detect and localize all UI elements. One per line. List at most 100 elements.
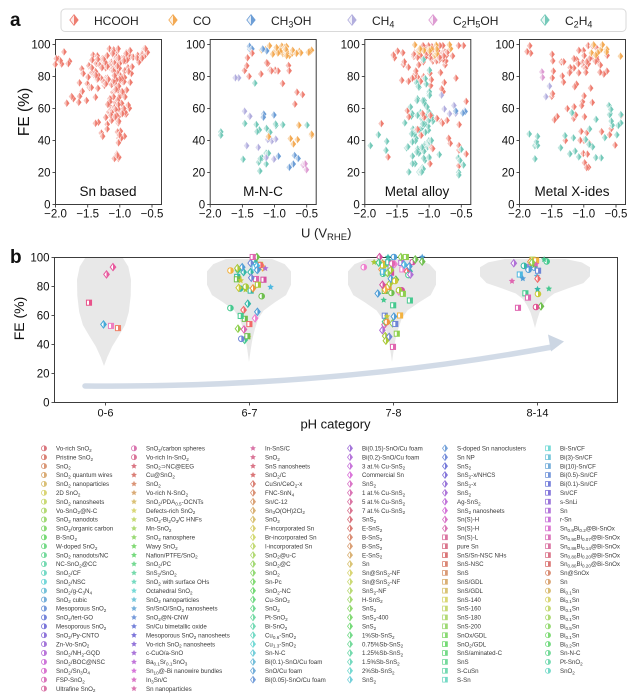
svg-text:60: 60: [192, 104, 205, 116]
svg-text:SnS-200: SnS-200: [457, 624, 481, 631]
svg-text:SnO2​/PC: SnO2​/PC: [146, 561, 172, 568]
svg-text:100: 100: [186, 40, 205, 52]
svg-text:Zn-Vo-SnO2​: Zn-Vo-SnO2​: [56, 641, 90, 648]
svg-text:s-SnLi: s-SnLi: [560, 499, 577, 506]
svg-text:80: 80: [192, 72, 205, 84]
svg-text:Vo-SnO2​@N-C: Vo-SnO2​@N-C: [56, 508, 98, 515]
svg-text:0: 0: [353, 200, 359, 212]
svg-text:−1.0: −1.0: [572, 209, 595, 221]
svg-text:2%Sb-SnS2​: 2%Sb-SnS2​: [362, 668, 395, 675]
svg-text:5 at.% Cu-SnS2​: 5 at.% Cu-SnS2​: [362, 499, 406, 506]
svg-text:0: 0: [43, 398, 49, 410]
svg-text:3 at.% Cu-SnS2​: 3 at.% Cu-SnS2​: [362, 463, 406, 470]
svg-text:100: 100: [495, 40, 514, 52]
svg-text:B-SnS2​: B-SnS2​: [362, 543, 383, 550]
svg-text:Sn-N-C: Sn-N-C: [560, 650, 581, 657]
svg-text:Defects-rich SnO2​: Defects-rich SnO2​: [146, 508, 196, 515]
svg-text:Bi(0.1)-Sn/CF: Bi(0.1)-Sn/CF: [560, 481, 598, 488]
svg-text:80: 80: [502, 72, 515, 84]
svg-text:Sn0.86​Bi0.14​@Bi-SnOx: Sn0.86​Bi0.14​@Bi-SnOx: [560, 543, 620, 550]
svg-text:SnS2​/SnO2​: SnS2​/SnO2​: [146, 570, 177, 577]
svg-text:In-SnS/C: In-SnS/C: [265, 446, 290, 453]
svg-text:1.5%Sb-SnS2​: 1.5%Sb-SnS2​: [362, 659, 400, 666]
svg-text:Sn@SnOx: Sn@SnOx: [560, 570, 589, 577]
svg-text:Sn based: Sn based: [79, 184, 136, 199]
svg-text:60: 60: [37, 311, 50, 323]
svg-text:Br-incorporated Sn: Br-incorporated Sn: [265, 535, 317, 542]
svg-text:SnS2​-x/NHCS: SnS2​-x/NHCS: [457, 472, 495, 479]
svg-text:Sn(S)-H: Sn(S)-H: [457, 526, 479, 533]
svg-text:SnO2​/g-C3​N4​: SnO2​/g-C3​N4​: [56, 588, 92, 595]
svg-text:SnO2​: SnO2​: [265, 454, 280, 461]
svg-text:S-doped Sn nanoclusters: S-doped Sn nanoclusters: [457, 446, 526, 453]
svg-text:Sn10​@-Bi nanowire bundles: Sn10​@-Bi nanowire bundles: [146, 668, 222, 675]
svg-text:CH3​OH: CH3​OH: [271, 14, 311, 30]
svg-text:Sn0.90​Bi0.07​@Bi-SnOx: Sn0.90​Bi0.07​@Bi-SnOx: [560, 535, 620, 542]
svg-text:NC-SnO2​@CC: NC-SnO2​@CC: [56, 561, 97, 568]
svg-text:CO: CO: [193, 14, 211, 28]
svg-text:FSP-SnO2​: FSP-SnO2​: [56, 677, 85, 684]
svg-text:Ag-SnS2​: Ag-SnS2​: [457, 499, 481, 506]
svg-text:S-Sn: S-Sn: [457, 677, 471, 684]
svg-text:60: 60: [38, 104, 51, 116]
svg-text:Nafion/PTFE/SnO2​: Nafion/PTFE/SnO2​: [146, 552, 198, 559]
svg-text:0: 0: [199, 200, 205, 212]
svg-text:Bi0.2​Sn: Bi0.2​Sn: [560, 641, 580, 648]
svg-text:Bi0.1​Sn: Bi0.1​Sn: [560, 615, 580, 622]
svg-text:Bi(0.15)-SnO/Cu foam: Bi(0.15)-SnO/Cu foam: [362, 446, 423, 453]
svg-text:Bi(0.1)-SnO/Cu foam: Bi(0.1)-SnO/Cu foam: [265, 659, 322, 666]
svg-text:SnO2​ nanosphere: SnO2​ nanosphere: [146, 535, 196, 542]
svg-text:Commercial Sn: Commercial Sn: [362, 472, 405, 479]
svg-text:Mesoporous SnO2​: Mesoporous SnO2​: [56, 606, 107, 613]
svg-text:20: 20: [37, 369, 50, 381]
svg-text:SnO2​/GDL: SnO2​/GDL: [457, 641, 487, 648]
svg-text:−0.5: −0.5: [605, 209, 628, 221]
svg-text:SnO2​/organic carbon: SnO2​/organic carbon: [56, 526, 114, 533]
svg-text:Sn0.80​Bi0.20​@Bi-SnOx: Sn0.80​Bi0.20​@Bi-SnOx: [560, 561, 620, 568]
svg-text:SnO2​ nanosheets: SnO2​ nanosheets: [56, 499, 104, 506]
svg-text:SnS/Sn-NSC NHs: SnS/Sn-NSC NHs: [457, 552, 506, 559]
svg-text:SnO2​/carbon spheres: SnO2​/carbon spheres: [146, 446, 205, 453]
svg-text:60: 60: [502, 104, 515, 116]
svg-text:SnS2​: SnS2​: [362, 677, 377, 684]
svg-text:−1.5: −1.5: [540, 209, 563, 221]
svg-text:40: 40: [192, 136, 205, 148]
svg-text:SnO2​⊃NC@EEG: SnO2​⊃NC@EEG: [146, 463, 194, 470]
svg-text:7-8: 7-8: [386, 408, 402, 420]
svg-text:−1.0: −1.0: [418, 209, 441, 221]
svg-text:SnS2​ nanosheets: SnS2​ nanosheets: [457, 508, 505, 515]
svg-text:Sn@SnS2​-NF: Sn@SnS2​-NF: [362, 570, 400, 577]
svg-text:SnS2​: SnS2​: [457, 490, 472, 497]
svg-text:Sn nanoparticles: Sn nanoparticles: [146, 686, 192, 693]
svg-text:Sn(S)-H: Sn(S)-H: [457, 517, 479, 524]
svg-text:SnS/GDL: SnS/GDL: [457, 579, 484, 586]
svg-text:−2.0: −2.0: [44, 209, 67, 221]
svg-text:Sn(S)-L: Sn(S)-L: [457, 535, 479, 542]
svg-text:SnOx/GDL: SnOx/GDL: [457, 632, 487, 639]
svg-text:Ultrafine SnO2​: Ultrafine SnO2​: [56, 686, 96, 693]
svg-text:SnO2​/CF: SnO2​/CF: [56, 570, 81, 577]
svg-text:Mesoporous SnO2​: Mesoporous SnO2​: [56, 624, 107, 631]
svg-text:Bi(0.05)-SnO/Cu foam: Bi(0.05)-SnO/Cu foam: [265, 677, 326, 684]
svg-text:Sn: Sn: [560, 579, 568, 586]
svg-text:1 at.% Cu-SnS2​: 1 at.% Cu-SnS2​: [362, 490, 406, 497]
svg-text:80: 80: [37, 282, 50, 294]
svg-text:Cu1.3​-SnO2​: Cu1.3​-SnO2​: [265, 641, 297, 648]
svg-text:B-SnO2​: B-SnO2​: [56, 535, 77, 542]
svg-text:SnO2​@N-CNW: SnO2​@N-CNW: [146, 615, 188, 622]
svg-text:Sn@SnS2​-NF: Sn@SnS2​-NF: [362, 579, 400, 586]
svg-text:W-doped SnO2​: W-doped SnO2​: [56, 543, 98, 550]
svg-text:SnO2​: SnO2​: [560, 668, 575, 675]
svg-text:Octahedral SnO2​: Octahedral SnO2​: [146, 588, 193, 595]
svg-text:Cu0.6​-SnO2​: Cu0.6​-SnO2​: [265, 632, 297, 639]
svg-text:Mesoporous SnO2​ nanosheets: Mesoporous SnO2​ nanosheets: [146, 632, 230, 639]
svg-text:E-SnS2​: E-SnS2​: [362, 552, 383, 559]
svg-text:60: 60: [347, 104, 360, 116]
svg-text:SnO2​ with surface OHs: SnO2​ with surface OHs: [146, 579, 209, 586]
svg-text:−2.0: −2.0: [199, 209, 222, 221]
svg-text:Sn/Cu bimetallic oxide: Sn/Cu bimetallic oxide: [146, 624, 207, 631]
svg-text:1%Sb-SnS2​: 1%Sb-SnS2​: [362, 632, 395, 639]
svg-text:Ba0.1​Sr0.1​SnO3​: Ba0.1​Sr0.1​SnO3​: [146, 659, 188, 666]
svg-text:SnO2​: SnO2​: [265, 570, 280, 577]
svg-text:C2​H4​: C2​H4​: [565, 14, 592, 30]
